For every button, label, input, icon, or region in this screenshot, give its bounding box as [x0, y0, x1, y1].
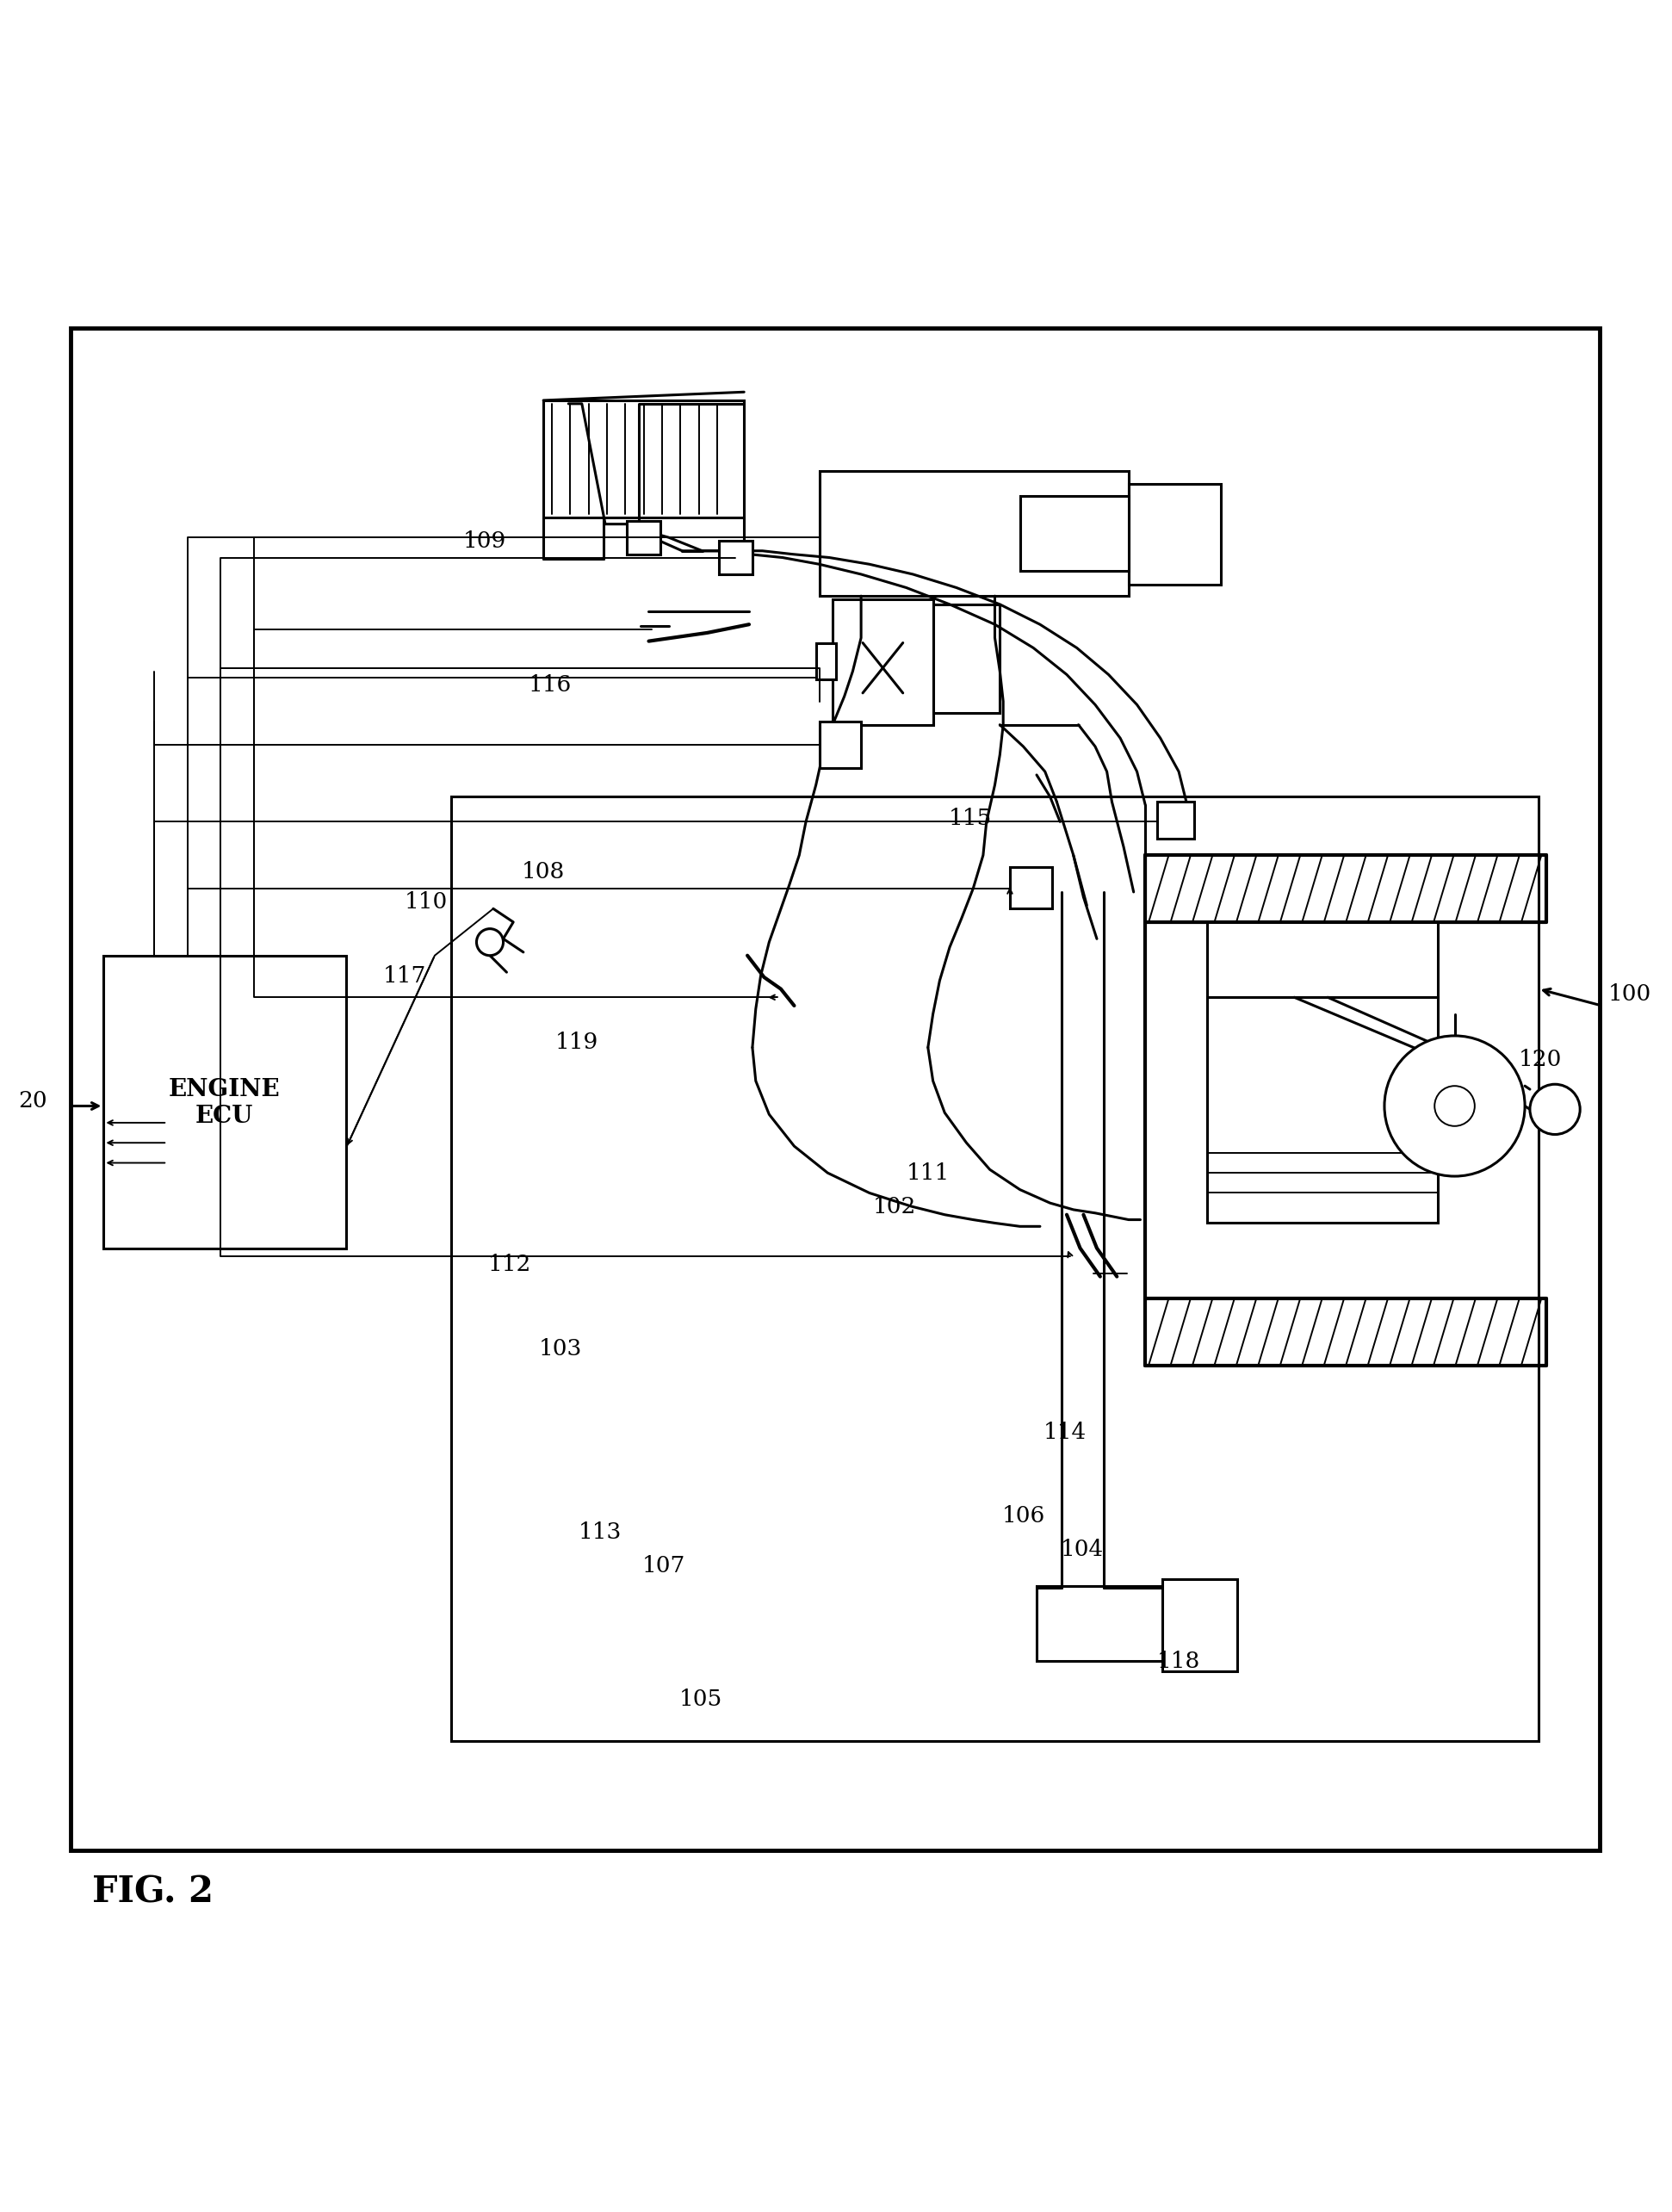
Bar	[816, 644, 836, 679]
Bar	[1020, 495, 1129, 571]
Text: 105: 105	[679, 1688, 722, 1710]
Bar	[819, 471, 1129, 595]
Text: 107: 107	[642, 1555, 686, 1577]
Text: ENGINE
ECU: ENGINE ECU	[169, 1077, 279, 1128]
Bar	[1010, 867, 1052, 909]
Bar	[819, 721, 861, 768]
Bar	[1162, 1579, 1237, 1672]
Bar	[627, 520, 660, 555]
Text: 116: 116	[528, 675, 572, 695]
Bar	[1207, 922, 1438, 998]
Bar	[104, 956, 346, 1248]
Text: 117: 117	[383, 964, 426, 987]
Circle shape	[477, 929, 503, 956]
Bar	[1207, 998, 1438, 1223]
Circle shape	[1384, 1035, 1525, 1177]
Text: 115: 115	[948, 807, 991, 830]
Text: 114: 114	[1043, 1422, 1087, 1442]
Bar	[543, 400, 744, 518]
Text: 111: 111	[906, 1161, 950, 1183]
Bar	[451, 796, 1538, 1741]
Text: 108: 108	[522, 860, 565, 883]
Text: 102: 102	[873, 1194, 916, 1217]
Bar	[1129, 484, 1221, 584]
Text: 113: 113	[579, 1522, 622, 1544]
Bar	[833, 599, 933, 726]
Circle shape	[1435, 1086, 1475, 1126]
Text: 104: 104	[1060, 1537, 1104, 1559]
Text: 120: 120	[1518, 1048, 1562, 1071]
Bar	[1157, 801, 1194, 838]
Text: 20: 20	[18, 1091, 47, 1113]
Text: 118: 118	[1157, 1650, 1200, 1672]
Text: 109: 109	[463, 531, 507, 551]
Text: FIG. 2: FIG. 2	[92, 1874, 214, 1909]
Text: 103: 103	[538, 1338, 582, 1358]
Text: 100: 100	[1608, 982, 1652, 1004]
Circle shape	[1530, 1084, 1580, 1135]
Text: 119: 119	[555, 1031, 599, 1053]
Text: 110: 110	[405, 891, 448, 914]
Bar	[1037, 1586, 1187, 1661]
Bar	[933, 604, 1000, 712]
Text: 112: 112	[488, 1254, 532, 1276]
Text: 106: 106	[1002, 1504, 1045, 1526]
Bar	[719, 540, 752, 575]
